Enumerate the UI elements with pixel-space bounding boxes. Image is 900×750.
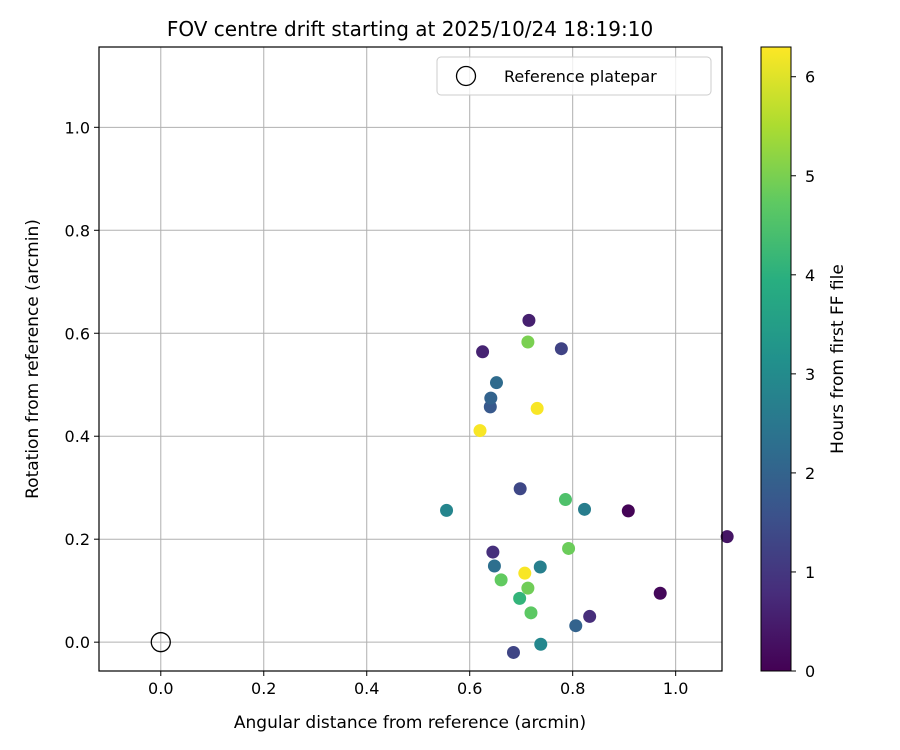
data-point	[440, 503, 454, 517]
colorbar: 0 1 2 3 4 5 6 Hours from first FF file	[760, 46, 848, 681]
colorbar-ticks: 0 1 2 3 4 5 6	[791, 68, 815, 681]
data-point	[473, 424, 487, 438]
data-point	[578, 502, 592, 516]
data-point	[486, 545, 500, 559]
data-point	[534, 637, 548, 651]
data-point	[494, 573, 508, 587]
colorbar-tick-label: 5	[805, 167, 815, 186]
data-point	[513, 591, 527, 605]
reference-point	[150, 632, 171, 653]
x-tick-label: 0.4	[354, 679, 379, 698]
data-point	[569, 619, 583, 633]
data-point	[562, 541, 576, 555]
colorbar-tick-label: 1	[805, 563, 815, 582]
data-point	[530, 401, 544, 415]
data-point	[522, 313, 536, 327]
y-tick-label: 0.0	[65, 633, 90, 652]
x-axis-ticks: 0.0 0.2 0.4 0.6 0.8 1.0	[148, 671, 688, 698]
y-tick-label: 1.0	[65, 118, 90, 137]
x-tick-label: 0.0	[148, 679, 173, 698]
data-point	[521, 581, 535, 595]
data-point	[583, 609, 597, 623]
colorbar-tick-label: 6	[805, 68, 815, 87]
data-point	[489, 376, 503, 390]
data-point	[513, 482, 527, 496]
data-point	[720, 530, 734, 544]
chart-title: FOV centre drift starting at 2025/10/24 …	[167, 17, 653, 41]
colorbar-tick-label: 3	[805, 365, 815, 384]
colorbar-tick-label: 0	[805, 662, 815, 681]
x-axis-label: Angular distance from reference (arcmin)	[234, 713, 586, 733]
x-tick-label: 0.6	[457, 679, 482, 698]
data-point	[621, 504, 635, 518]
y-axis-ticks: 0.0 0.2 0.4 0.6 0.8 1.0	[65, 118, 99, 652]
data-point	[506, 645, 520, 659]
x-tick-label: 0.8	[560, 679, 585, 698]
data-point	[558, 493, 572, 507]
reference-marker	[150, 632, 171, 653]
data-point	[653, 586, 667, 600]
y-tick-label: 0.6	[65, 324, 90, 343]
data-point	[487, 559, 501, 573]
legend-open-circle-icon	[455, 65, 477, 87]
y-tick-label: 0.2	[65, 530, 90, 549]
y-tick-label: 0.8	[65, 221, 90, 240]
data-point	[524, 606, 538, 620]
y-axis-label: Rotation from reference (arcmin)	[23, 219, 43, 499]
data-point	[518, 566, 532, 580]
legend: Reference platepar	[436, 56, 712, 96]
colorbar-tick-label: 4	[805, 266, 815, 285]
data-point	[533, 560, 547, 574]
colorbar-label: Hours from first FF file	[828, 264, 848, 454]
legend-label: Reference platepar	[504, 67, 657, 86]
colorbar-tick-label: 2	[805, 464, 815, 483]
plot-frame	[98, 46, 723, 672]
colorbar-gradient	[760, 46, 792, 672]
legend-box	[436, 56, 712, 96]
data-point	[554, 342, 568, 356]
y-tick-label: 0.4	[65, 427, 90, 446]
data-points	[440, 313, 734, 659]
data-point	[484, 391, 498, 405]
x-tick-label: 1.0	[663, 679, 688, 698]
x-tick-label: 0.2	[251, 679, 276, 698]
data-point	[521, 335, 535, 349]
data-point	[476, 345, 490, 359]
grid	[99, 47, 722, 671]
